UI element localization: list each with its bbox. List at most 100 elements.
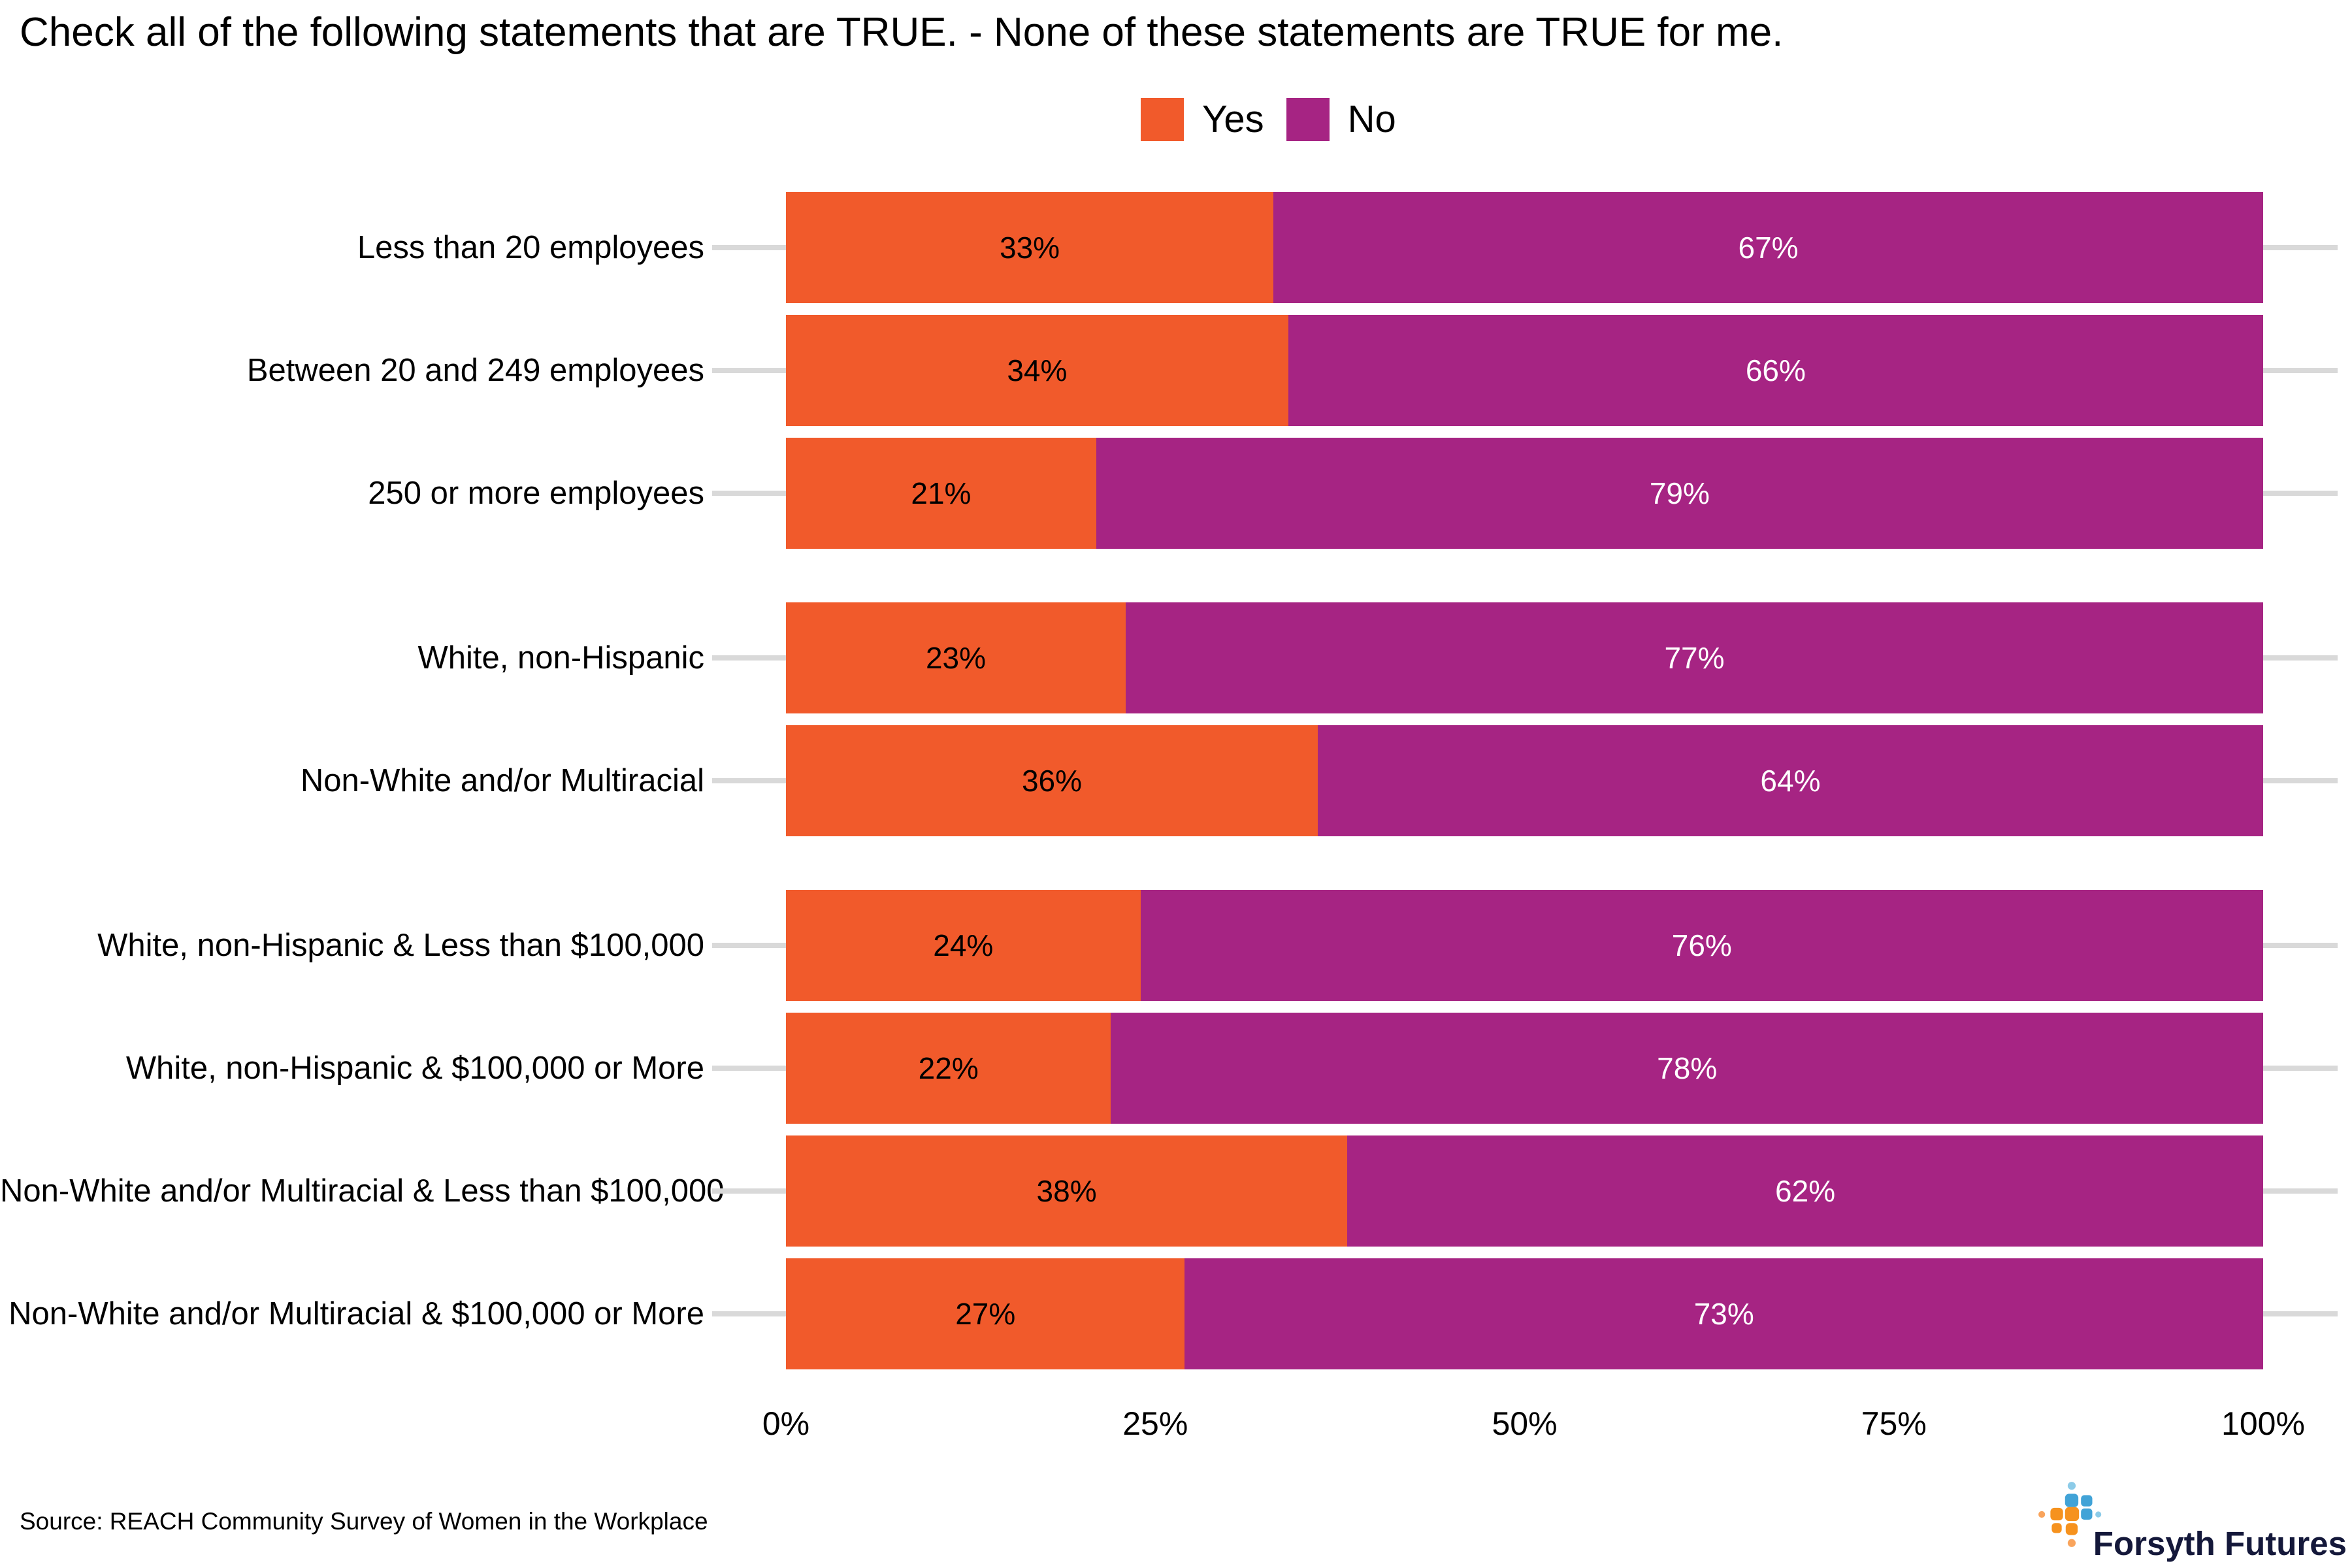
bar-segment-yes: 33% — [786, 192, 1274, 303]
segment-value-label: 66% — [1745, 353, 1806, 387]
bar-row: White, non-Hispanic & Less than $100,000… — [0, 890, 2352, 1001]
bar-segment-no: 79% — [1096, 438, 2263, 549]
category-label: Less than 20 employees — [357, 229, 704, 265]
stacked-bar: 34% 66% — [786, 315, 2263, 426]
segment-value-label: 22% — [918, 1051, 979, 1085]
bar-group-race-ethnicity: White, non-Hispanic 23% 77% Non-White an… — [0, 602, 2352, 836]
leader-line — [712, 943, 786, 948]
bar-segment-yes: 27% — [786, 1258, 1185, 1369]
stacked-bar: 23% 77% — [786, 602, 2263, 713]
segment-value-label: 27% — [955, 1297, 1016, 1331]
category-label: Non-White and/or Multiracial — [300, 762, 704, 798]
bar-row: 250 or more employees 21% 79% — [0, 438, 2352, 549]
x-axis: 0% 25% 50% 75% 100% — [762, 1405, 2305, 1450]
category-label: Non-White and/or Multiracial & $100,000 … — [8, 1296, 704, 1331]
x-axis-tick-label: 50% — [1492, 1405, 1558, 1442]
forsyth-futures-logo: Forsyth Futures — [2037, 1478, 2347, 1560]
leader-line — [712, 368, 786, 373]
segment-value-label: 62% — [1775, 1174, 1836, 1208]
axis-tick-line — [2263, 1188, 2338, 1194]
legend-swatch-yes — [1141, 98, 1184, 141]
bar-row: Non-White and/or Multiracial & Less than… — [0, 1135, 2352, 1247]
legend-label-yes: Yes — [1202, 98, 1264, 140]
stacked-bar: 38% 62% — [786, 1135, 2263, 1247]
bar-segment-yes: 38% — [786, 1135, 1348, 1247]
stacked-bar: 24% 76% — [786, 890, 2263, 1001]
segment-value-label: 23% — [925, 641, 987, 675]
forsyth-futures-logo-text: Forsyth Futures — [2093, 1525, 2347, 1562]
bar-segment-yes: 22% — [786, 1013, 1111, 1124]
legend-label-no: No — [1347, 98, 1396, 140]
axis-tick-line — [2263, 943, 2338, 948]
legend-item-yes: Yes — [1141, 98, 1264, 141]
segment-value-label: 34% — [1007, 353, 1068, 387]
bar-segment-yes: 21% — [786, 438, 1096, 549]
forsyth-futures-logo-icon — [2038, 1482, 2102, 1547]
segment-value-label: 38% — [1036, 1174, 1097, 1208]
bar-segment-no: 62% — [1347, 1135, 2263, 1247]
x-axis-tick-label: 100% — [2221, 1405, 2305, 1442]
category-label: White, non-Hispanic & $100,000 or More — [125, 1050, 704, 1086]
bar-row: Non-White and/or Multiracial & $100,000 … — [0, 1258, 2352, 1369]
x-axis-tick-label: 25% — [1122, 1405, 1188, 1442]
segment-value-label: 21% — [911, 476, 972, 510]
bar-row: Non-White and/or Multiracial 36% 64% — [0, 725, 2352, 836]
x-axis-tick-label: 75% — [1861, 1405, 1927, 1442]
leader-line — [712, 1066, 786, 1071]
axis-tick-line — [2263, 368, 2338, 373]
source-note: Source: REACH Community Survey of Women … — [20, 1508, 708, 1535]
bar-segment-no: 66% — [1288, 315, 2263, 426]
plot-area: Less than 20 employees 33% 67% Between 2… — [0, 192, 2352, 1369]
bar-row: White, non-Hispanic & $100,000 or More 2… — [0, 1013, 2352, 1124]
stacked-bar: 27% 73% — [786, 1258, 2263, 1369]
axis-tick-line — [2263, 245, 2338, 250]
bar-segment-no: 73% — [1184, 1258, 2263, 1369]
segment-value-label: 64% — [1760, 764, 1821, 798]
segment-value-label: 33% — [1000, 231, 1060, 265]
leader-line — [712, 491, 786, 496]
category-label: White, non-Hispanic — [417, 640, 704, 676]
bar-group-employer-size: Less than 20 employees 33% 67% Between 2… — [0, 192, 2352, 549]
segment-value-label: 79% — [1649, 476, 1710, 510]
stacked-bar: 22% 78% — [786, 1013, 2263, 1124]
bar-segment-no: 67% — [1273, 192, 2263, 303]
legend: Yes No — [1141, 98, 1396, 141]
leader-line — [712, 245, 786, 250]
axis-tick-line — [2263, 655, 2338, 661]
segment-value-label: 76% — [1671, 928, 1732, 962]
axis-tick-line — [2263, 491, 2338, 496]
chart-title: Check all of the following statements th… — [20, 10, 1784, 55]
stacked-bar: 33% 67% — [786, 192, 2263, 303]
leader-line — [712, 1311, 786, 1316]
legend-item-no: No — [1286, 98, 1396, 141]
leader-line — [712, 778, 786, 783]
axis-tick-line — [2263, 1311, 2338, 1316]
stacked-bar: 21% 79% — [786, 438, 2263, 549]
category-label: Between 20 and 249 employees — [246, 352, 704, 388]
bar-segment-yes: 23% — [786, 602, 1126, 713]
leader-line — [712, 1188, 786, 1194]
segment-value-label: 78% — [1657, 1051, 1718, 1085]
leader-line — [712, 655, 786, 661]
x-axis-tick-label: 0% — [762, 1405, 810, 1442]
segment-value-label: 67% — [1738, 231, 1799, 265]
bar-row: Less than 20 employees 33% 67% — [0, 192, 2352, 303]
stacked-bar: 36% 64% — [786, 725, 2263, 836]
segment-value-label: 73% — [1693, 1297, 1754, 1331]
legend-swatch-no — [1286, 98, 1330, 141]
category-label: 250 or more employees — [368, 475, 704, 511]
bar-segment-no: 64% — [1317, 725, 2263, 836]
axis-tick-line — [2263, 1066, 2338, 1071]
bar-row: Between 20 and 249 employees 34% 66% — [0, 315, 2352, 426]
category-label: White, non-Hispanic & Less than $100,000 — [97, 927, 704, 963]
bar-segment-no: 78% — [1111, 1013, 2263, 1124]
bar-segment-no: 76% — [1140, 890, 2263, 1001]
axis-tick-line — [2263, 778, 2338, 783]
segment-value-label: 36% — [1021, 764, 1083, 798]
bar-segment-yes: 34% — [786, 315, 1288, 426]
segment-value-label: 24% — [933, 928, 994, 962]
bar-segment-yes: 24% — [786, 890, 1141, 1001]
category-label: Non-White and/or Multiracial & Less than… — [0, 1173, 725, 1209]
bar-segment-no: 77% — [1126, 602, 2263, 713]
